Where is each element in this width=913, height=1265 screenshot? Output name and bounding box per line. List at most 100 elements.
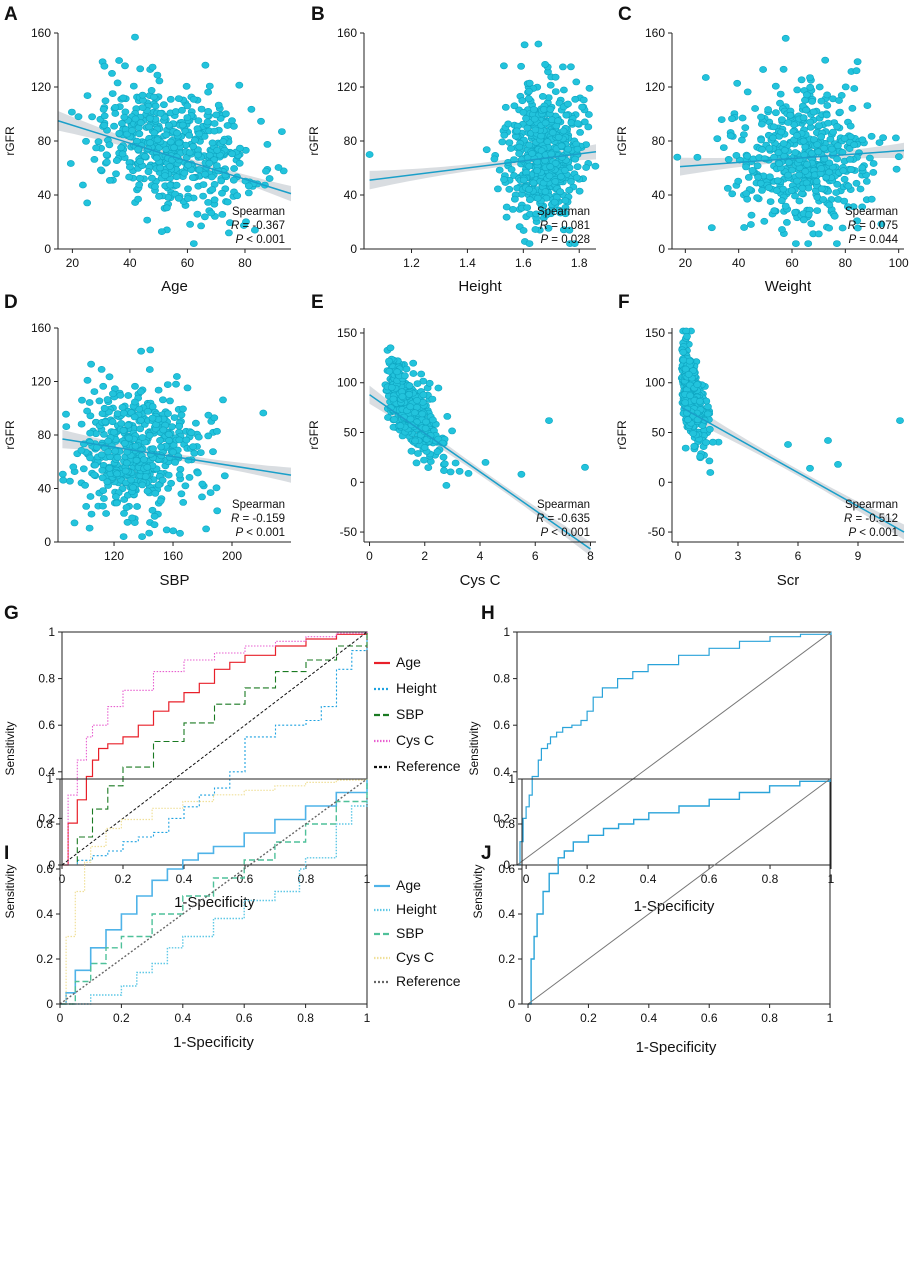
scatter-point [443, 412, 452, 420]
scatter-point [152, 154, 161, 162]
scatter-point [428, 395, 437, 403]
scatter-point [210, 120, 219, 127]
stat-p-line: P < 0.001 [540, 527, 590, 539]
scatter-point [62, 423, 71, 430]
x-tick-label: 0 [366, 549, 373, 563]
scatter-point [198, 480, 207, 488]
scatter-point [199, 192, 207, 200]
scatter-point [815, 122, 823, 130]
scatter-point [85, 524, 94, 532]
stat-r-label: R [540, 220, 548, 232]
legend: Age Height SBP Cys C Reference [374, 654, 461, 774]
scatter-point [172, 373, 181, 380]
stat-p-line: P < 0.001 [848, 527, 898, 539]
y-tick-label: 0.6 [493, 718, 510, 732]
scatter-point [407, 447, 416, 455]
scatter-point [770, 207, 779, 215]
scatter-point [176, 465, 185, 473]
scatter-point [98, 466, 107, 474]
scatter-point [119, 426, 128, 434]
scatter-point [728, 190, 737, 198]
stat-p-value: < 0.001 [856, 527, 898, 539]
scatter-point [551, 88, 560, 95]
scatter-point [405, 382, 414, 390]
scatter-point [184, 185, 192, 193]
scatter-point [877, 220, 886, 228]
scatter-point [540, 106, 548, 113]
panel-a: A Spearman R = -0.367 P < 0.001 20 40 60 80 0 40 8… [3, 4, 292, 295]
scatter-point [149, 93, 158, 101]
scatter-point [103, 158, 111, 166]
scatter-point [103, 396, 112, 403]
scatter-point [504, 120, 513, 128]
scatter-point [138, 91, 147, 99]
axes: 20 40 60 80 0 40 80 120 160 Age rGFR [3, 26, 291, 295]
scatter-point [100, 62, 109, 70]
legend-label: Height [396, 901, 437, 917]
scatter-point [524, 95, 533, 103]
scatter-point [825, 168, 833, 176]
scatter-point [833, 155, 841, 163]
scatter-point [758, 120, 766, 128]
panel-d: D Spearman R = -0.159 P < 0.001 120 160 200 0 40… [3, 292, 292, 589]
scatter-point [690, 442, 699, 450]
scatter-point [218, 189, 226, 197]
y-axis-label: rGFR [3, 126, 17, 156]
scatter-point [121, 467, 130, 475]
scatter-point [693, 381, 702, 388]
scatter-point [799, 216, 808, 224]
scatter-point [164, 410, 172, 417]
scatter-point [175, 471, 184, 479]
series-lines [59, 778, 368, 1005]
scatter-point [433, 448, 442, 456]
scatter-point [199, 181, 208, 188]
scatter-point [137, 347, 145, 355]
stat-r-line: R = 0.075 [848, 220, 898, 232]
scatter-point [869, 160, 878, 167]
scatter-point [172, 380, 180, 388]
scatter-point [778, 226, 786, 233]
x-tick-label: 40 [732, 256, 746, 270]
scatter-point [99, 487, 108, 494]
x-axis-label: SBP [159, 572, 189, 589]
scatter-point [502, 213, 511, 221]
scatter-point [560, 86, 568, 94]
y-tick-label: 100 [337, 376, 357, 390]
scatter-point [143, 216, 152, 224]
scatter-point [769, 134, 777, 142]
scatter-point [113, 453, 122, 461]
scatter-point [585, 111, 593, 118]
scatter-points [381, 344, 589, 489]
scatter-point [835, 97, 843, 104]
panel-letter: A [4, 4, 18, 25]
stat-p-line: P = 0.044 [848, 234, 898, 246]
scatter-point [81, 481, 89, 489]
scatter-point [117, 144, 125, 152]
x-tick-label: 100 [889, 256, 909, 270]
scatter-point [214, 101, 223, 109]
scatter-point [557, 173, 565, 181]
scatter-point [780, 146, 789, 154]
stat-r-line: R = -0.367 [231, 220, 285, 232]
scatter-point [220, 472, 229, 480]
x-tick-label: 0 [675, 549, 682, 563]
scatter-point [77, 420, 86, 428]
scatter-point [213, 427, 221, 435]
scatter-point [554, 117, 562, 125]
panel-letter: B [311, 4, 325, 25]
scatter-point [738, 114, 747, 122]
scatter-point [825, 201, 834, 209]
scatter-point [121, 62, 129, 70]
y-axis-label: rGFR [307, 126, 321, 156]
scatter-point [769, 123, 778, 131]
scatter-point [129, 483, 137, 491]
scatter-point [685, 357, 694, 365]
x-tick-label: 20 [679, 256, 693, 270]
scatter-point [136, 388, 145, 395]
stat-p-label: P [848, 234, 856, 246]
stat-method: Spearman [232, 206, 285, 218]
scatter-point [224, 229, 233, 237]
stat-r-value: = -0.512 [852, 513, 898, 525]
